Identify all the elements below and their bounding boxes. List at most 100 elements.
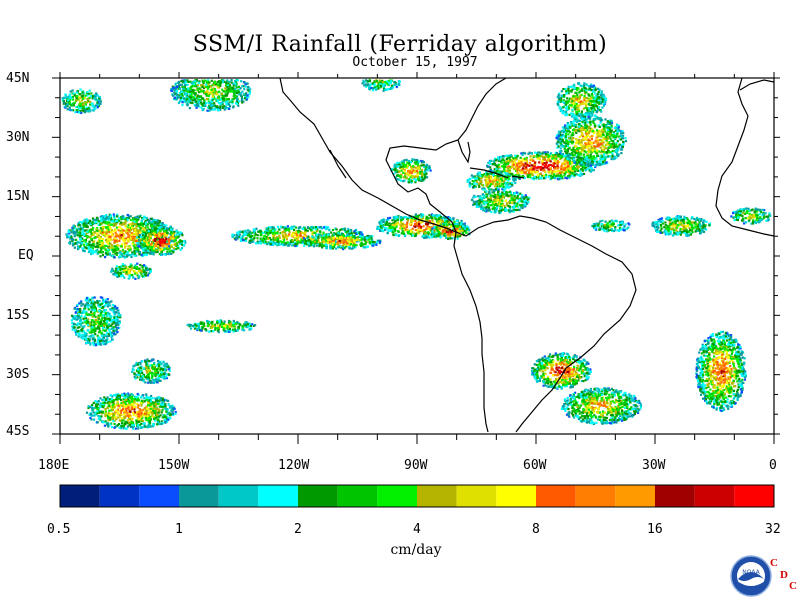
- rain-pixel: [563, 168, 566, 171]
- rain-pixel: [102, 218, 105, 221]
- rain-pixel: [179, 231, 182, 234]
- rain-pixel: [559, 100, 562, 103]
- rain-pixel: [579, 156, 582, 159]
- rain-pixel: [594, 139, 597, 142]
- rain-pixel: [563, 147, 566, 150]
- rain-pixel: [449, 232, 452, 235]
- rain-pixel: [558, 136, 561, 139]
- rain-pixel: [411, 220, 414, 223]
- rain-pixel: [614, 145, 617, 148]
- rain-pixel: [566, 177, 569, 180]
- rain-pixel: [131, 253, 134, 256]
- rain-pixel: [530, 158, 533, 161]
- rain-pixel: [430, 213, 433, 216]
- rain-pixel: [91, 247, 94, 250]
- rain-pixel: [571, 142, 574, 145]
- rain-pixel: [441, 232, 444, 235]
- rain-pixel: [75, 230, 78, 233]
- rain-pixel: [506, 159, 510, 162]
- rain-pixel: [395, 225, 398, 228]
- map-title: SSM/I Rainfall (Ferriday algorithm): [192, 32, 608, 57]
- rain-pixel: [129, 246, 132, 249]
- rain-pixel: [425, 233, 428, 236]
- rain-pixel: [329, 245, 332, 248]
- rain-pixel: [141, 239, 144, 242]
- rain-pixel: [76, 234, 79, 237]
- rain-pixel: [406, 218, 409, 221]
- rain-pixel: [591, 128, 594, 131]
- rain-pixel: [72, 225, 75, 228]
- rain-pixel: [532, 178, 535, 181]
- rain-pixel: [525, 166, 528, 169]
- rain-pixel: [415, 169, 419, 172]
- rain-pixel: [151, 233, 154, 236]
- rain-pixel: [291, 231, 294, 235]
- rain-pixel: [112, 222, 115, 225]
- rain-pixel: [577, 87, 580, 90]
- rain-pixel: [181, 243, 184, 246]
- rain-pixel: [130, 238, 133, 242]
- rain-pixel: [294, 242, 297, 246]
- rain-pixel: [299, 241, 302, 244]
- rain-pixel: [526, 172, 529, 176]
- rain-pixel: [410, 216, 413, 219]
- rain-pixel: [114, 247, 117, 250]
- rain-pixel: [460, 219, 463, 222]
- rain-pixel: [588, 148, 591, 151]
- rain-pixel: [595, 141, 598, 144]
- rain-pixel: [156, 243, 159, 246]
- rain-pixel: [566, 149, 569, 153]
- rain-pixel: [593, 145, 596, 148]
- rain-pixel: [512, 163, 515, 166]
- rain-pixel: [592, 106, 595, 109]
- rain-pixel: [338, 239, 341, 242]
- rain-pixel: [447, 216, 450, 219]
- rain-pixel: [79, 245, 82, 248]
- rain-pixel: [355, 232, 358, 236]
- rain-pixel: [175, 242, 178, 245]
- rain-pixel: [103, 220, 106, 223]
- rain-pixel: [345, 240, 348, 243]
- rain-pixel: [414, 179, 418, 182]
- rain-pixel: [554, 170, 558, 173]
- rain-pixel: [296, 240, 300, 243]
- rain-pixel: [136, 223, 139, 226]
- rain-pixel: [562, 99, 565, 102]
- rain-pixel: [572, 154, 575, 157]
- rain-pixel: [599, 146, 602, 149]
- rain-pixel: [357, 239, 360, 242]
- rain-pixel: [179, 242, 182, 245]
- rain-pixel: [611, 152, 614, 155]
- rain-pixel: [105, 221, 108, 225]
- rain-pixel: [114, 224, 117, 227]
- rain-pixel: [512, 167, 516, 170]
- rain-pixel: [400, 165, 403, 168]
- rain-pixel: [242, 238, 245, 241]
- rain-pixel: [568, 161, 571, 164]
- rain-pixel: [410, 181, 413, 184]
- rain-pixel: [566, 125, 569, 128]
- rain-pixel: [421, 218, 424, 222]
- rain-pixel: [497, 156, 500, 159]
- rain-pixel: [388, 222, 391, 225]
- rain-pixel: [157, 229, 160, 232]
- rain-pixel: [361, 235, 364, 238]
- rain-pixel: [138, 215, 141, 218]
- rain-pixel: [256, 234, 259, 237]
- rain-pixel: [306, 237, 309, 240]
- rain-pixel: [461, 227, 464, 230]
- rain-pixel: [148, 245, 151, 248]
- rain-pixel: [279, 225, 282, 228]
- rain-pixel: [565, 102, 568, 105]
- rain-pixel: [569, 103, 572, 106]
- rain-pixel: [392, 233, 395, 237]
- rain-pixel: [124, 266, 127, 269]
- rain-pixel: [136, 238, 139, 241]
- rain-pixel: [291, 244, 294, 247]
- rain-pixel: [132, 227, 135, 230]
- rain-pixel: [584, 121, 587, 124]
- rain-pixel: [144, 267, 148, 270]
- rain-pixel: [612, 132, 615, 135]
- rain-pixel: [127, 229, 131, 232]
- rain-pixel: [592, 131, 595, 134]
